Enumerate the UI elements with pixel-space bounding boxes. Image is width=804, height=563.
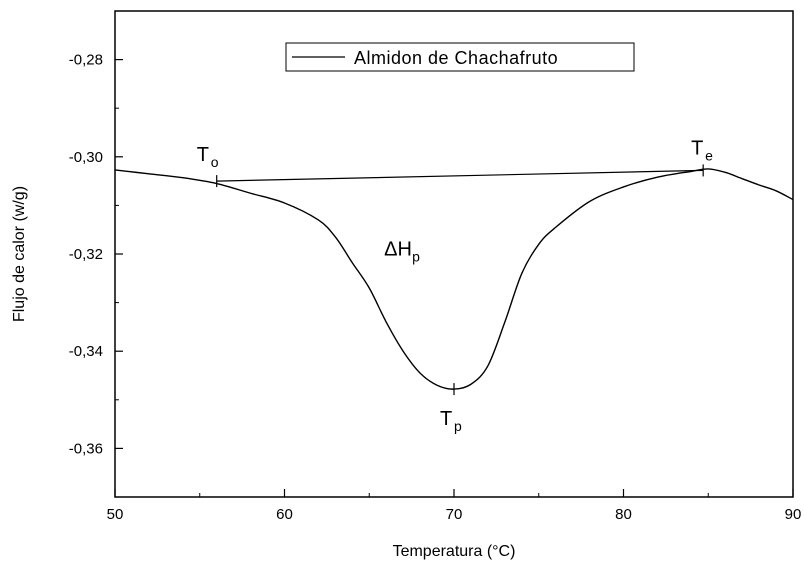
y-axis: -0,36 -0,34 -0,32 -0,30 -0,28 (69, 52, 123, 457)
baseline-line (216, 169, 704, 182)
x-tick-label: 80 (615, 506, 632, 523)
y-tick-label: -0,34 (69, 343, 103, 360)
y-tick-label: -0,28 (69, 52, 103, 69)
y-tick-label: -0,36 (69, 440, 103, 457)
x-axis-title: Temperatura (°C) (393, 543, 516, 560)
annotation-subscript: p (454, 418, 462, 434)
annotation-label: T (197, 144, 209, 166)
annotation-label: ΔH (384, 238, 412, 260)
annotation-subscript: e (705, 147, 713, 163)
series-line (114, 168, 794, 390)
x-tick-label: 60 (276, 506, 293, 523)
y-tick-label: -0,32 (69, 246, 103, 263)
legend-label: Almidon de Chachafruto (354, 48, 558, 68)
annotation-subscript: p (412, 248, 420, 264)
annotation-label: T (440, 408, 452, 430)
y-tick-label: -0,30 (69, 149, 103, 166)
y-axis-title: Flujo de calor (w/g) (11, 186, 28, 322)
x-tick-label: 90 (785, 506, 802, 523)
x-tick-label: 50 (107, 506, 124, 523)
x-axis: 50 60 70 80 90 (107, 489, 802, 523)
x-tick-label: 70 (446, 506, 463, 523)
annotation-label: T (691, 137, 703, 159)
series-layer (114, 164, 794, 396)
legend: Almidon de Chachafruto (285, 42, 635, 72)
annotation-subscript: o (211, 154, 219, 170)
